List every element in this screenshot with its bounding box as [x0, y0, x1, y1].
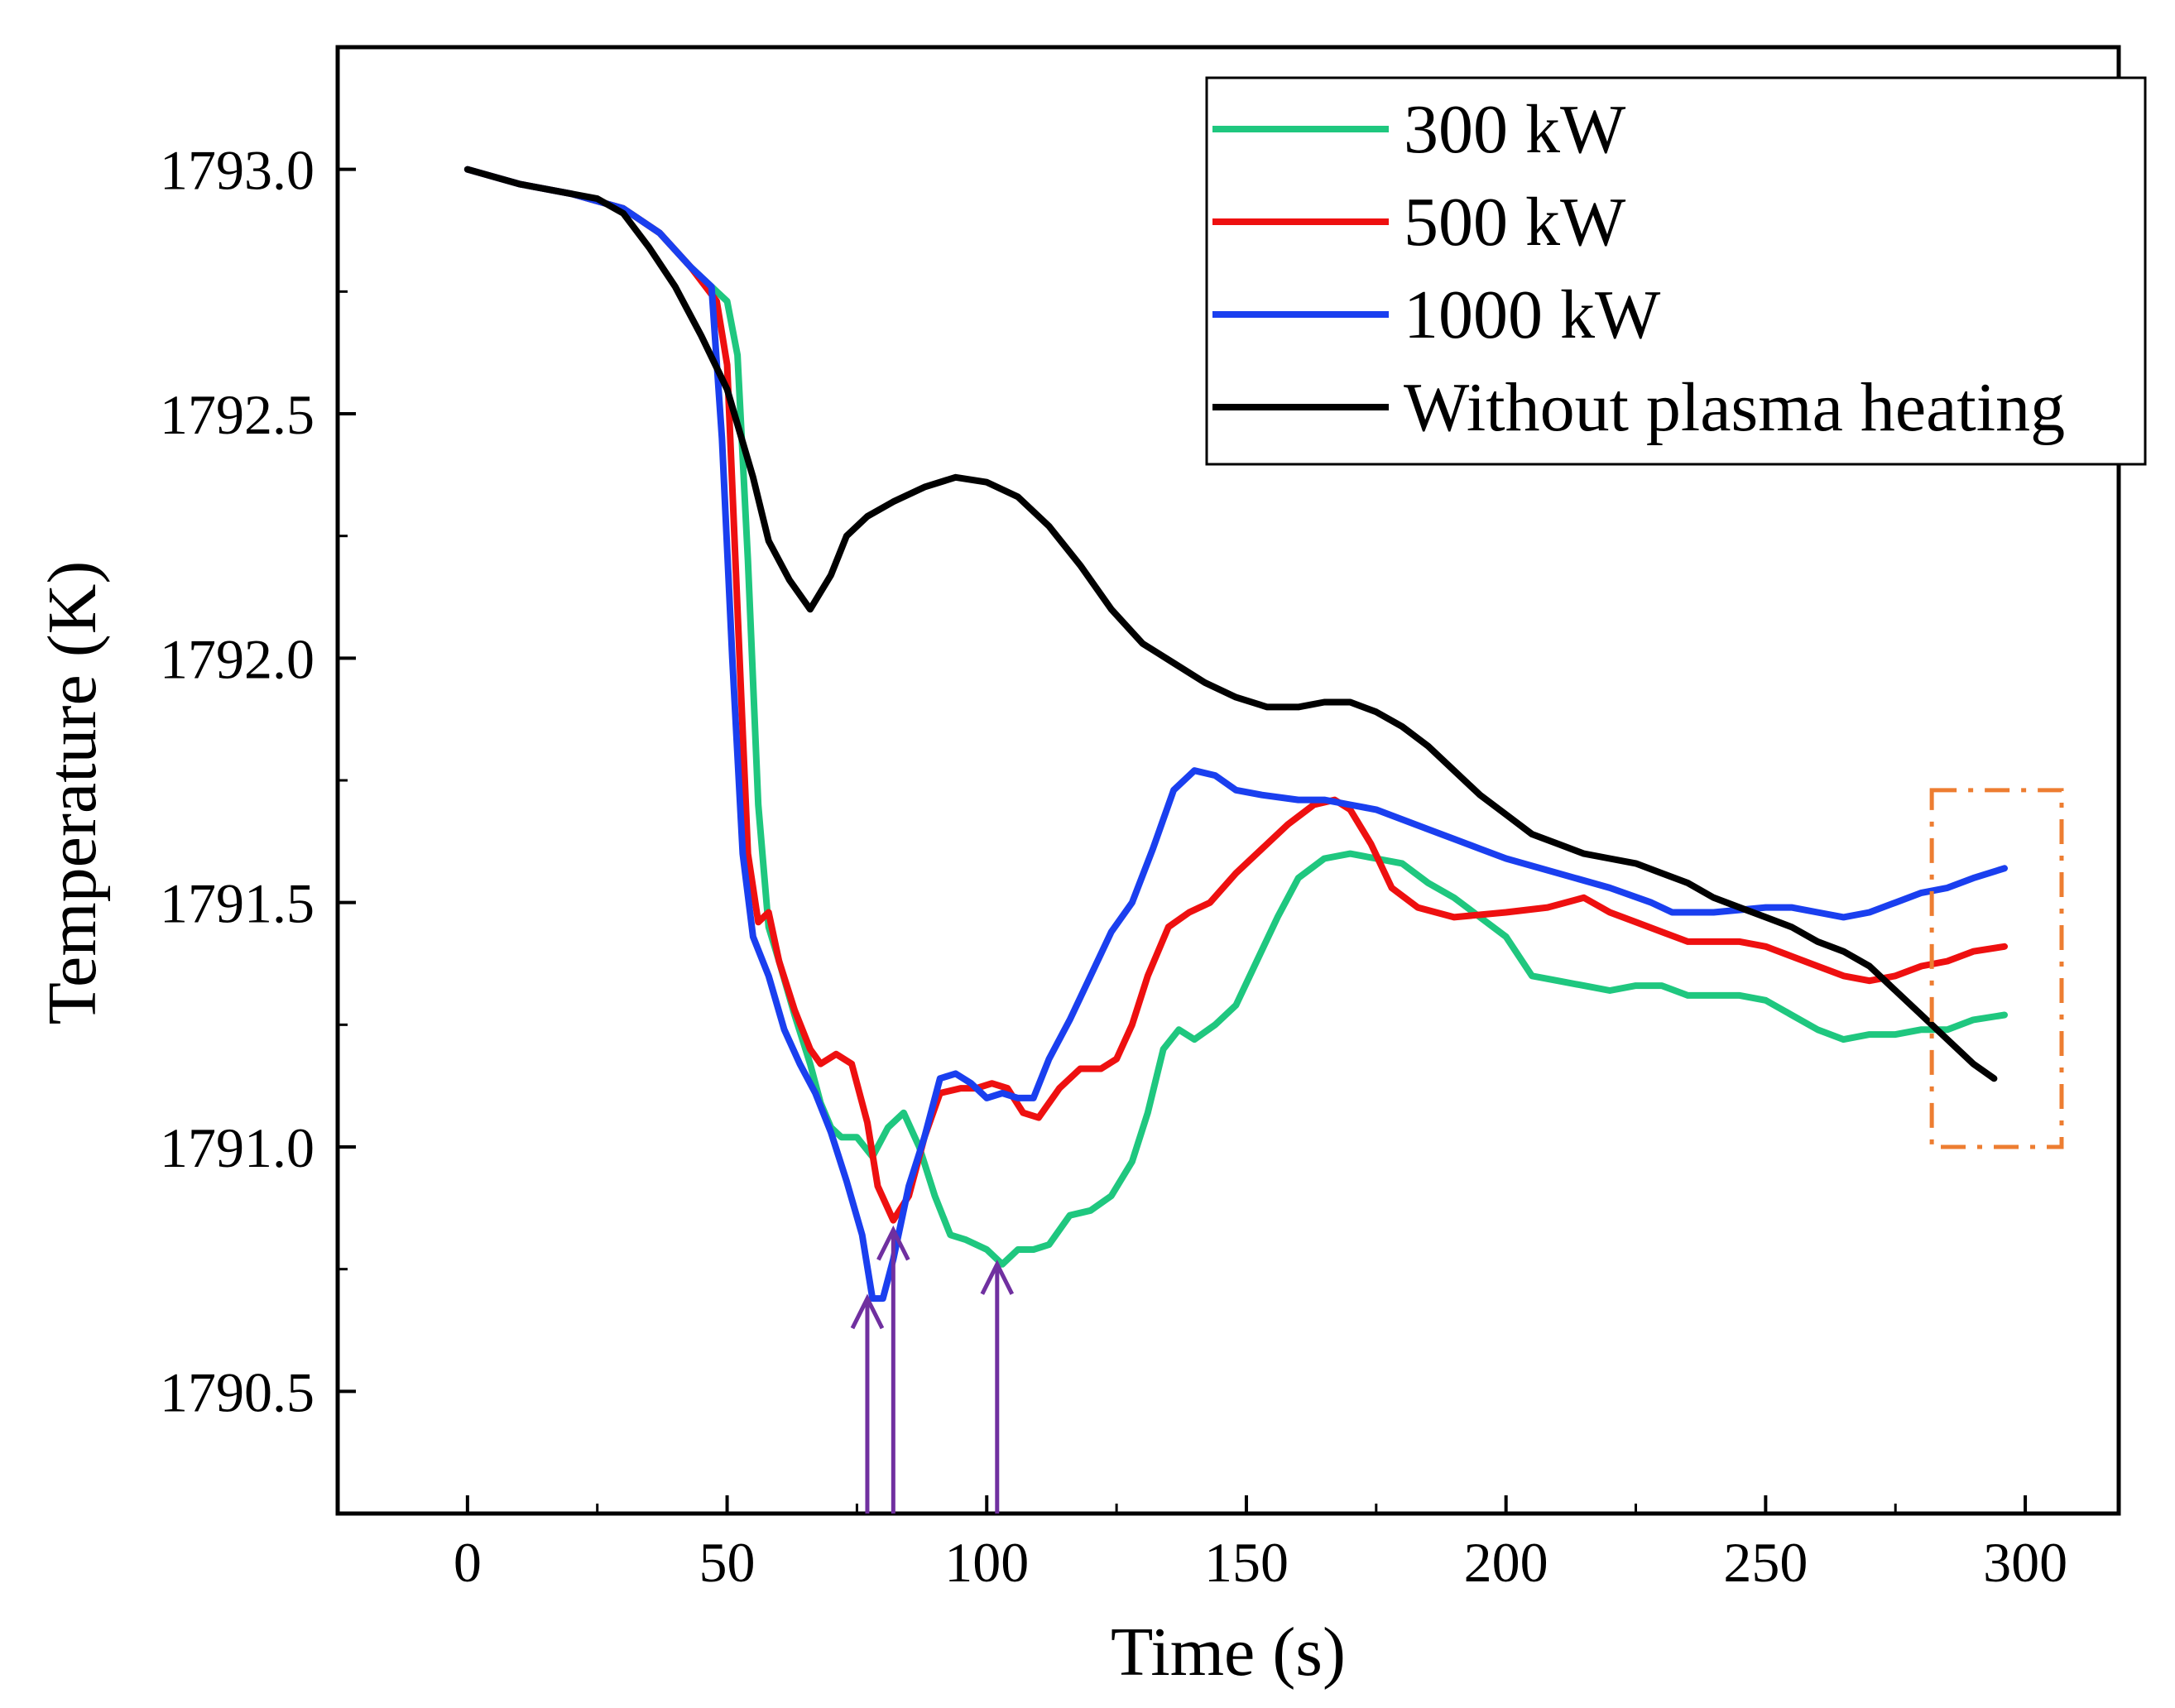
x-axis-ticks: 0 50 100 150 200 250 300 — [454, 1495, 2067, 1594]
y-axis-ticks: 1790.5 1791.0 1791.5 1792.0 1792.5 1793.0 — [160, 46, 356, 1423]
x-tick-label: 250 — [1723, 1531, 1808, 1594]
minimum-arrow — [980, 1259, 1015, 1514]
series-line-1000-kw — [463, 166, 2008, 1303]
y-axis-label: Temperature (K) — [34, 561, 111, 1025]
x-tick-label: 100 — [944, 1531, 1029, 1594]
legend-item-500-kw: 500 kW — [1212, 184, 1626, 261]
legend: 300 kW 500 kW 1000 kW Without plasma heatin… — [1205, 76, 2147, 466]
series-line-500-kw — [463, 166, 2008, 1224]
legend-item-300-kw: 300 kW — [1212, 91, 1626, 168]
x-axis-label: Time (s) — [1111, 1614, 1346, 1691]
series-layer — [463, 166, 2008, 1303]
y-tick-label: 1790.5 — [160, 1360, 314, 1423]
x-tick-label: 200 — [1464, 1531, 1548, 1594]
legend-box — [1205, 76, 2147, 466]
y-tick-label: 1792.5 — [160, 383, 314, 446]
legend-label: Without plasma heating — [1404, 369, 2065, 446]
series-line-without-plasma-heating — [463, 166, 1998, 1082]
legend-label: 300 kW — [1404, 91, 1626, 168]
y-tick-label: 1792.0 — [160, 627, 314, 690]
legend-item-without-plasma-heating: Without plasma heating — [1212, 369, 2065, 446]
x-tick-label: 300 — [1983, 1531, 2067, 1594]
x-tick-label: 0 — [454, 1531, 482, 1594]
x-tick-label: 150 — [1204, 1531, 1289, 1594]
annotation-layer — [850, 788, 2064, 1514]
y-tick-label: 1791.0 — [160, 1116, 314, 1179]
y-tick-label: 1791.5 — [160, 872, 314, 935]
minimum-arrow — [850, 1293, 885, 1514]
highlight-box — [1929, 788, 2064, 1149]
legend-item-1000-kw: 1000 kW — [1212, 276, 1661, 353]
minimum-arrow — [876, 1225, 910, 1514]
y-tick-label: 1793.0 — [160, 139, 314, 202]
legend-label: 1000 kW — [1404, 276, 1661, 353]
legend-label: 500 kW — [1404, 184, 1626, 261]
legend-items: 300 kW 500 kW 1000 kW Without plasma heatin… — [1212, 91, 2065, 446]
x-tick-label: 50 — [699, 1531, 756, 1594]
